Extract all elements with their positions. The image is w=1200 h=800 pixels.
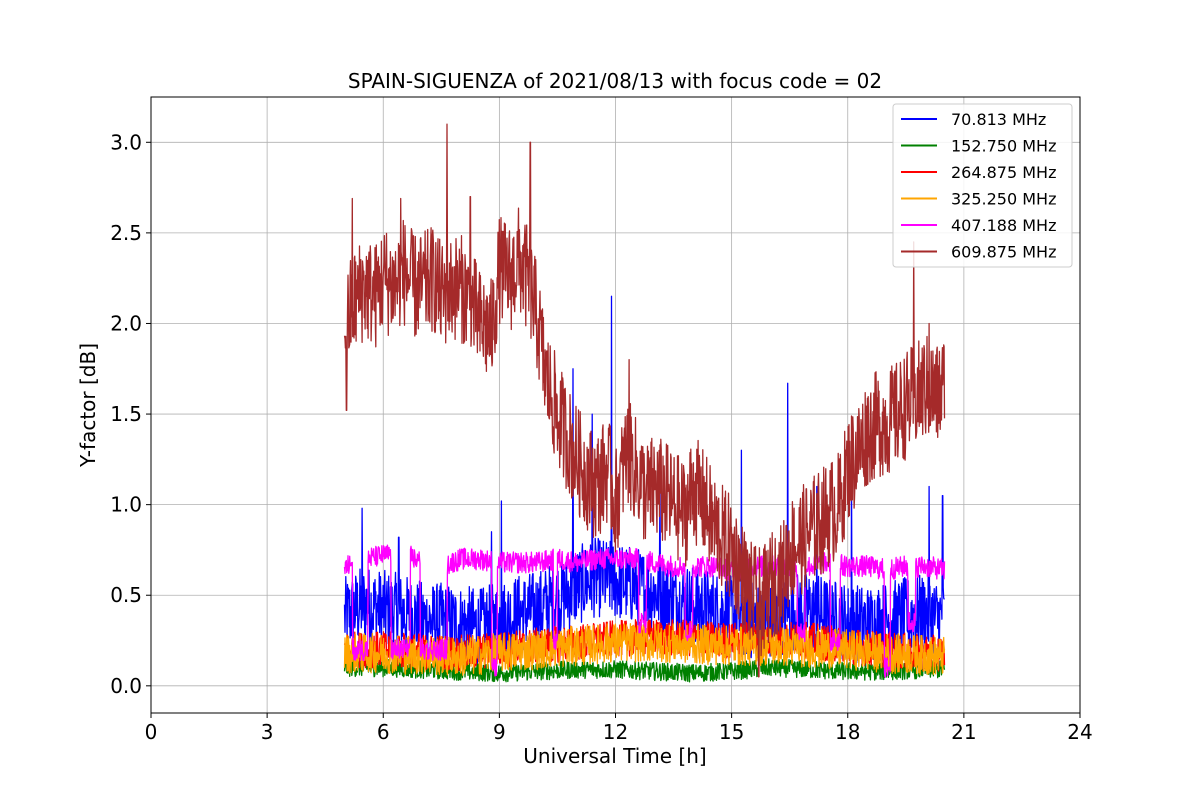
legend-label: 152.750 MHz [951, 137, 1056, 156]
y-tick-label: 2.0 [110, 311, 142, 335]
x-tick-label: 0 [145, 720, 158, 744]
x-tick-label: 24 [1067, 720, 1092, 744]
y-tick-label: 0.0 [110, 674, 142, 698]
series-line-609-875-mhz [343, 123, 946, 678]
legend: 70.813 MHz 152.750 MHz 264.875 MHz 325.250 … [892, 103, 1073, 268]
y-tick-label: 0.5 [110, 583, 142, 607]
x-tick-label: 21 [951, 720, 976, 744]
y-tick-label: 1.5 [110, 402, 142, 426]
x-tick-label: 18 [835, 720, 860, 744]
y-tick-label: 1.0 [110, 493, 142, 517]
chart-title: SPAIN-SIGUENZA of 2021/08/13 with focus … [348, 69, 882, 93]
x-axis-label: Universal Time [h] [523, 744, 706, 768]
legend-label: 264.875 MHz [951, 163, 1056, 182]
series-line-152-750-mhz [343, 658, 946, 683]
legend-box [892, 103, 1073, 268]
y-tick-label: 3.0 [110, 130, 142, 154]
legend-label: 609.875 MHz [951, 243, 1056, 262]
y-tick-label: 2.5 [110, 221, 142, 245]
legend-label: 325.250 MHz [951, 190, 1056, 209]
y-axis-label: Y-factor [dB] [76, 343, 100, 468]
y-axis-ticks: 0.0 0.5 1.0 1.5 2.0 2.5 3.0 [110, 130, 151, 698]
series-layer [343, 123, 946, 683]
x-axis-ticks: 0 3 6 9 12 15 18 21 24 [145, 713, 1093, 744]
x-tick-label: 9 [493, 720, 506, 744]
legend-label: 70.813 MHz [951, 110, 1046, 129]
x-tick-label: 3 [261, 720, 274, 744]
series-line-407-188-mhz [343, 544, 946, 678]
x-tick-label: 15 [719, 720, 744, 744]
legend-label: 407.188 MHz [951, 216, 1056, 235]
x-tick-label: 6 [377, 720, 390, 744]
x-tick-label: 12 [603, 720, 628, 744]
